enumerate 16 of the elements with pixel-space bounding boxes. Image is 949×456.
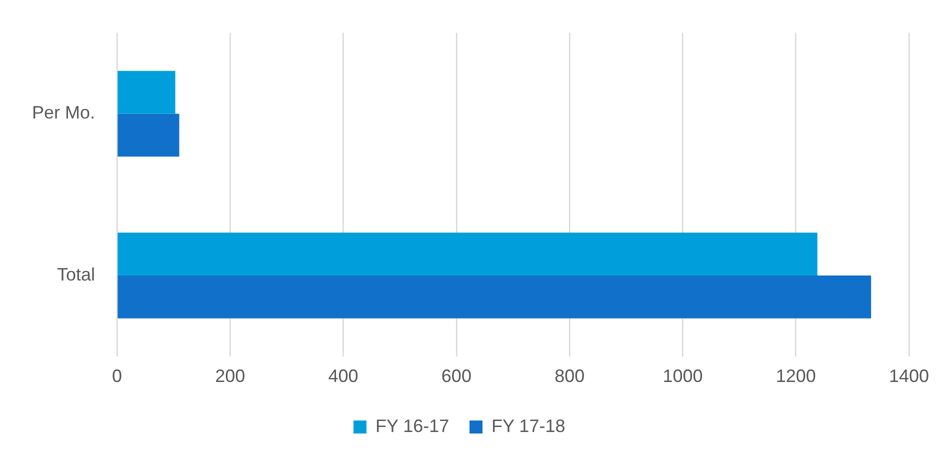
bar bbox=[118, 232, 818, 276]
legend-label: FY 17-18 bbox=[492, 416, 566, 436]
x-tick-label: 1400 bbox=[888, 366, 930, 386]
x-tick-label: 200 bbox=[215, 366, 246, 386]
x-tick-label: 800 bbox=[554, 366, 585, 386]
x-tick-label: 0 bbox=[112, 366, 122, 386]
y-tick-label: Per Mo. bbox=[32, 102, 96, 123]
x-tick-label: 1200 bbox=[776, 366, 816, 386]
bar bbox=[118, 70, 176, 114]
x-tick-label: 600 bbox=[441, 366, 472, 386]
bar bbox=[118, 276, 872, 318]
bar bbox=[118, 114, 180, 157]
x-tick-label: 1000 bbox=[662, 366, 703, 386]
y-tick-label: Total bbox=[56, 264, 96, 284]
legend-label: FY 16-17 bbox=[375, 416, 450, 436]
x-tick-label: 400 bbox=[328, 366, 358, 386]
